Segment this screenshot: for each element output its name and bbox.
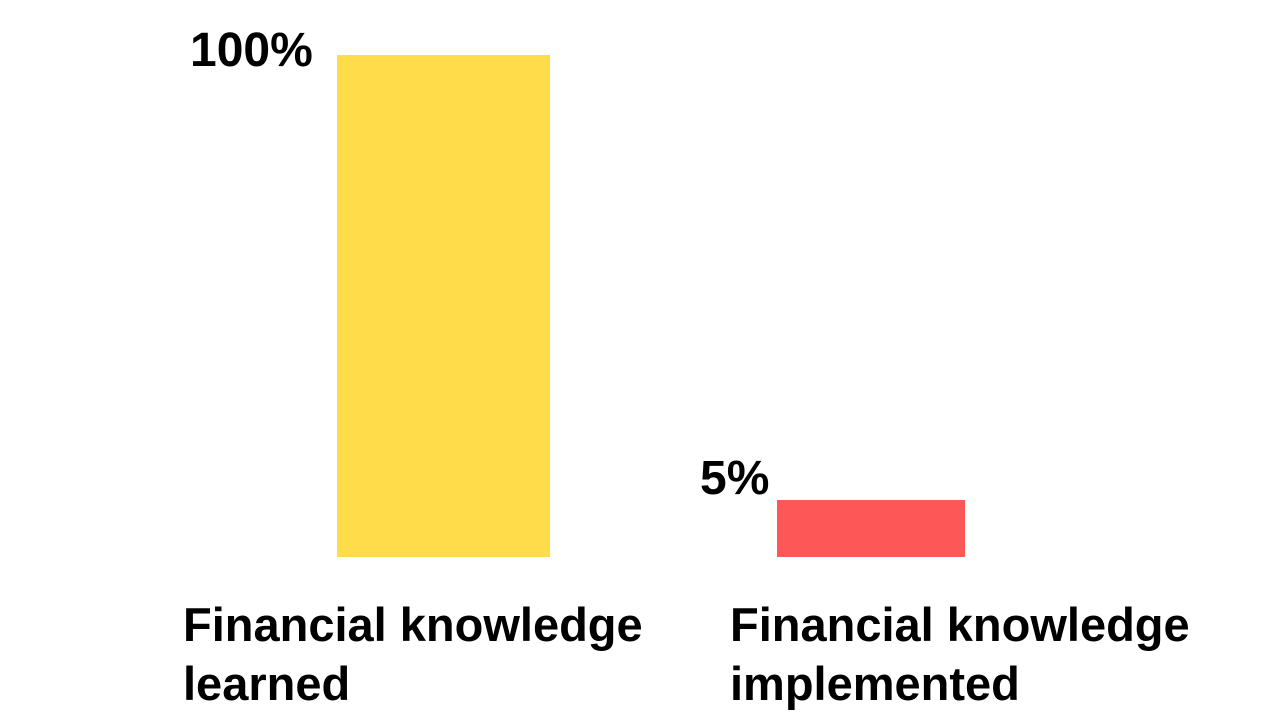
- bar-value-implemented: 5%: [700, 455, 769, 503]
- bar-chart: 100% Financial knowledge learned 5% Fina…: [0, 0, 1280, 720]
- bar-label-learned: Financial knowledge learned: [183, 596, 643, 714]
- bar-implemented: [777, 500, 965, 557]
- bar-label-implemented: Financial knowledge implemented: [730, 596, 1210, 714]
- bar-learned: [337, 55, 550, 557]
- bar-value-learned: 100%: [190, 27, 313, 75]
